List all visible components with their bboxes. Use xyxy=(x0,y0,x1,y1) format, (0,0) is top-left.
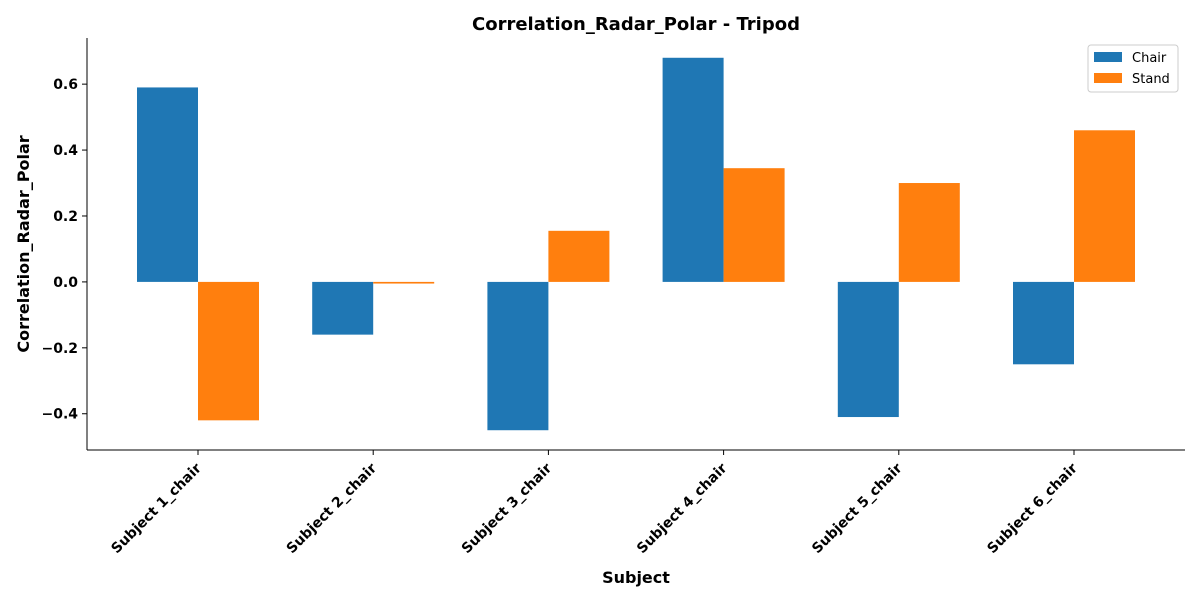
x-tick-label: Subject 6_chair xyxy=(984,460,1081,557)
y-tick-label: −0.4 xyxy=(41,407,78,423)
bar-chair-2 xyxy=(312,281,374,335)
legend-label-stand: Stand xyxy=(1132,72,1170,87)
chart-title: Correlation_Radar_Polar - Tripod xyxy=(472,14,800,35)
bar-stand-5 xyxy=(898,183,960,282)
y-axis-label: Correlation_Radar_Polar xyxy=(14,135,33,352)
x-tick-label: Subject 1_chair xyxy=(108,460,205,557)
x-tick-label: Subject 2_chair xyxy=(284,460,381,557)
x-axis-ticks: Subject 1_chair Subject 2_chair Subject 3_… xyxy=(108,450,1081,557)
bar-stand-6 xyxy=(1074,130,1135,282)
bar-chair-5 xyxy=(837,281,899,418)
legend-swatch-stand xyxy=(1094,73,1122,83)
bar-chair-1 xyxy=(137,87,198,282)
x-tick-label: Subject 4_chair xyxy=(634,460,731,557)
bar-stand-3 xyxy=(548,230,610,282)
bar-chair-6 xyxy=(1013,281,1074,365)
legend-label-chair: Chair xyxy=(1132,51,1167,66)
y-axis-ticks: −0.4 −0.2 0.0 0.2 0.4 0.6 xyxy=(41,77,87,423)
bar-chair-3 xyxy=(487,281,549,431)
y-tick-label: 0.4 xyxy=(53,143,78,159)
y-tick-label: 0.2 xyxy=(53,209,78,225)
x-tick-label: Subject 3_chair xyxy=(459,460,556,557)
bar-stand-2 xyxy=(373,281,435,284)
y-tick-label: 0.0 xyxy=(53,275,78,291)
bar-stand-4 xyxy=(723,168,785,282)
bar-chair-4 xyxy=(662,57,724,282)
legend-swatch-chair xyxy=(1094,52,1122,62)
plot-area xyxy=(137,57,1135,431)
x-axis-label: Subject xyxy=(602,568,670,587)
y-tick-label: 0.6 xyxy=(53,77,78,93)
bar-stand-1 xyxy=(198,281,259,421)
y-tick-label: −0.2 xyxy=(41,341,78,357)
legend: Chair Stand xyxy=(1087,44,1179,93)
x-tick-label: Subject 5_chair xyxy=(809,460,906,557)
